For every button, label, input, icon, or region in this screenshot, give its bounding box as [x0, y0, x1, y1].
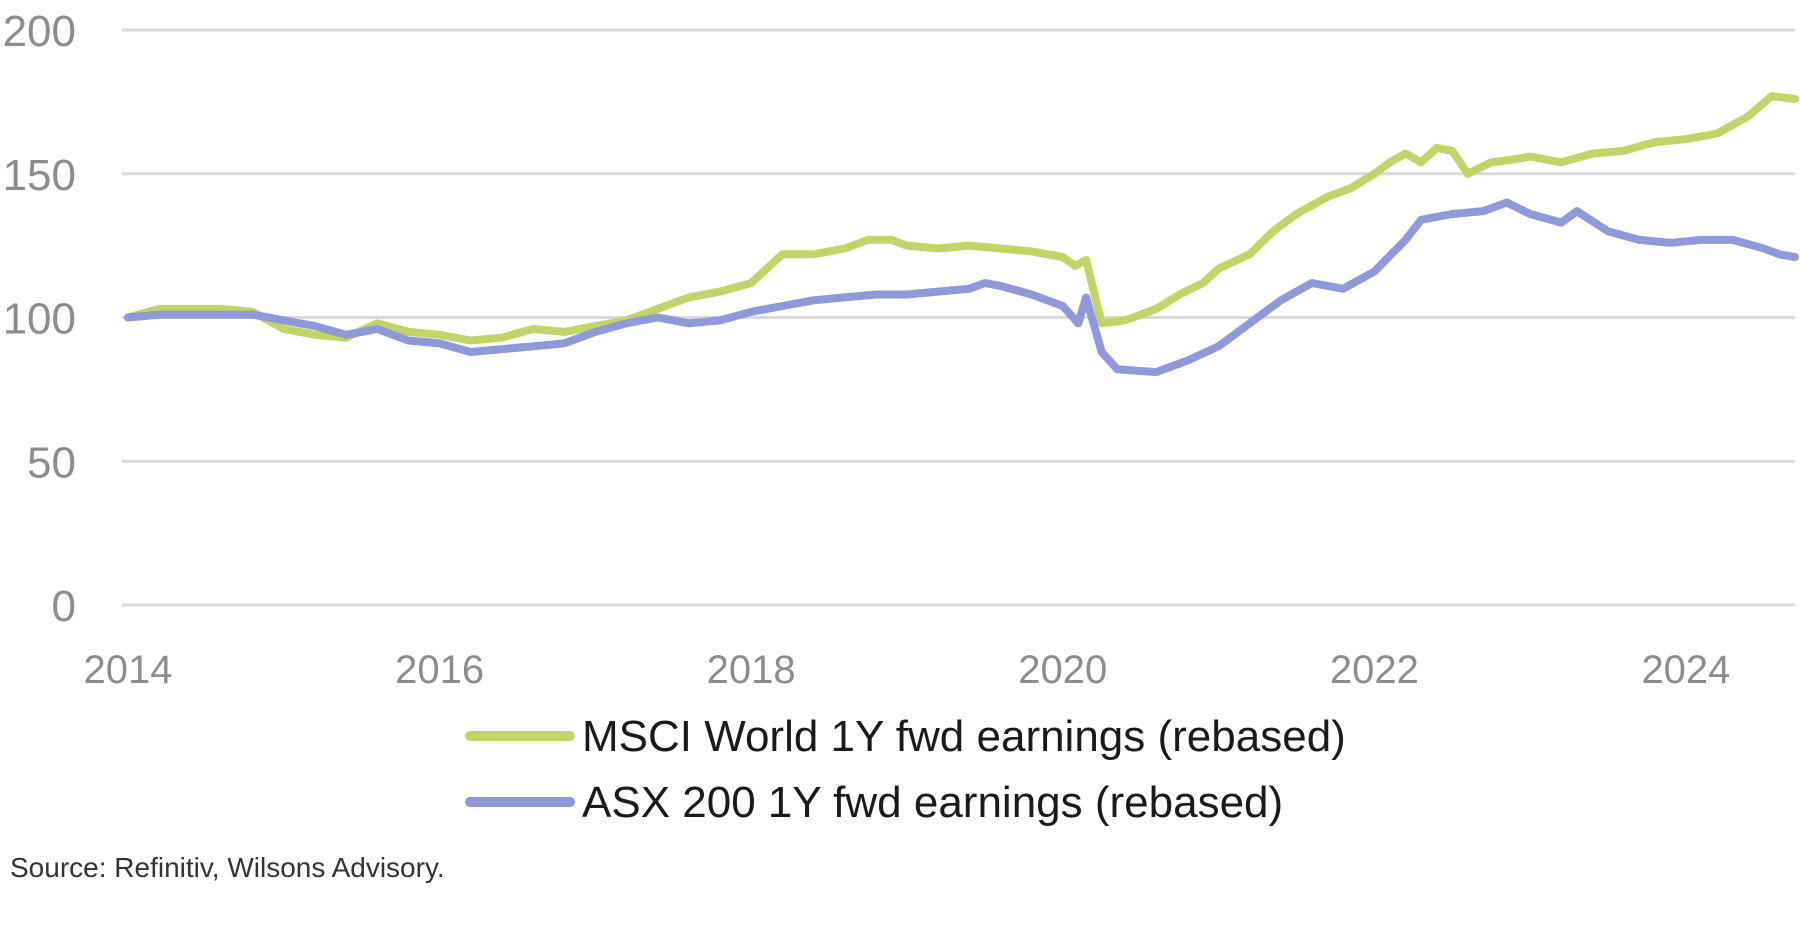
- y-tick-label: 150: [3, 151, 76, 200]
- source-note: Source: Refinitiv, Wilsons Advisory.: [10, 852, 445, 883]
- y-tick-label: 100: [3, 295, 76, 344]
- x-tick-label: 2020: [1018, 648, 1107, 692]
- x-tick-label: 2022: [1330, 648, 1419, 692]
- y-tick-label: 200: [3, 7, 76, 56]
- legend-label-asx: ASX 200 1Y fwd earnings (rebased): [582, 778, 1283, 827]
- legend: MSCI World 1Y fwd earnings (rebased) ASX…: [465, 712, 1346, 827]
- legend-label-msci: MSCI World 1Y fwd earnings (rebased): [582, 712, 1346, 761]
- series-line-msci-world: [124, 92, 1799, 345]
- y-tick-label: 50: [27, 438, 76, 487]
- chart: 0 50 100 150 200 2014 2016 2018 2020 2022 2024 MS…: [3, 7, 1799, 827]
- x-tick-label: 2024: [1641, 648, 1730, 692]
- series-lines: [124, 92, 1799, 377]
- series-line-asx-200: [124, 198, 1799, 377]
- x-tick-label: 2018: [707, 648, 796, 692]
- gridlines: [122, 28, 1795, 607]
- y-axis-ticks: 0 50 100 150 200: [3, 7, 76, 631]
- x-axis-ticks: 2014 2016 2018 2020 2022 2024: [84, 648, 1731, 692]
- y-tick-label: 0: [52, 582, 76, 631]
- x-tick-label: 2016: [395, 648, 484, 692]
- x-tick-label: 2014: [84, 648, 173, 692]
